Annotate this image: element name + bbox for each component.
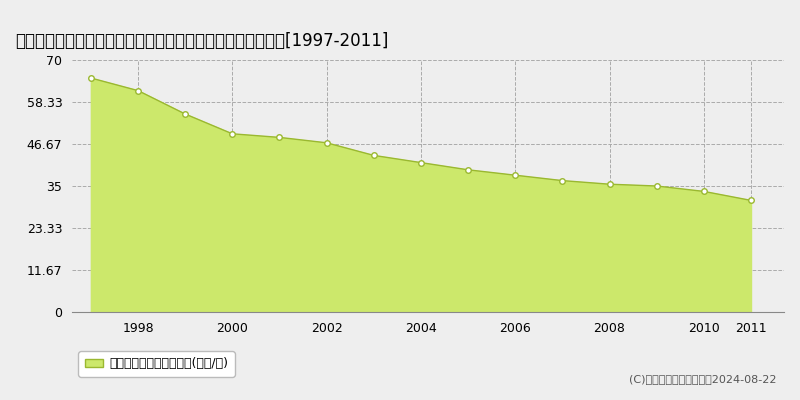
Text: (C)土地価格ドットコム　2024-08-22: (C)土地価格ドットコム 2024-08-22 — [629, 374, 776, 384]
Text: 香川県高松市多賀町３丁目１０番６　基準地価格　地価推移[1997-2011]: 香川県高松市多賀町３丁目１０番６ 基準地価格 地価推移[1997-2011] — [15, 32, 389, 50]
Legend: 基準地価格　平均坤単価(万円/坤): 基準地価格 平均坤単価(万円/坤) — [78, 351, 234, 376]
